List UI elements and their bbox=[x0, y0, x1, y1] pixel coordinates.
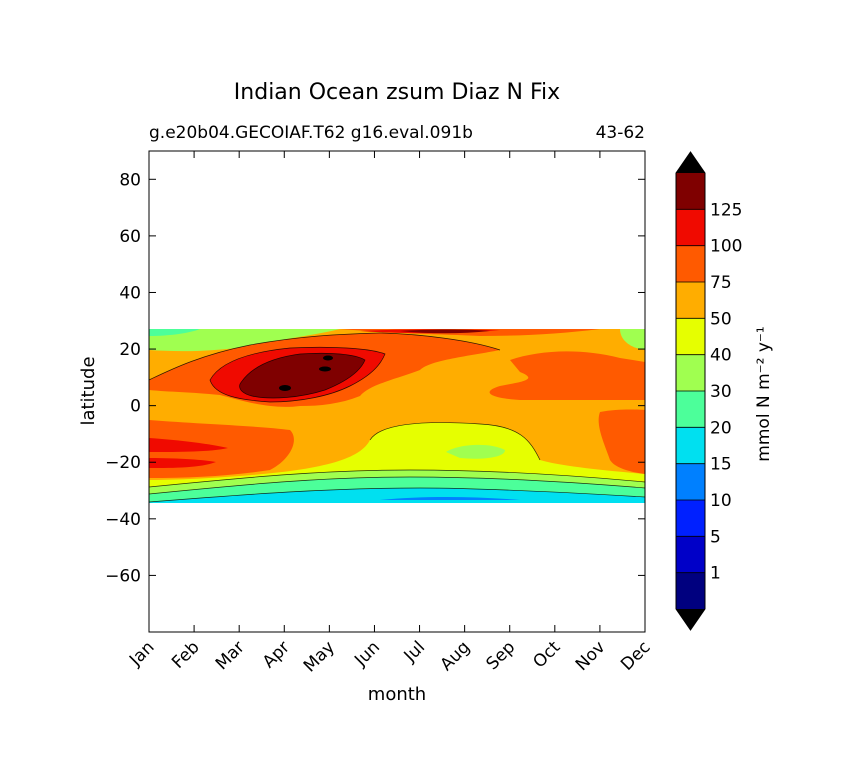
y-tick-label: 80 bbox=[119, 170, 141, 190]
contour-band-10-15 bbox=[380, 497, 520, 500]
y-tick-label: 60 bbox=[119, 227, 141, 247]
y-tick-label: 0 bbox=[130, 397, 141, 417]
colorbar-tick-label: 40 bbox=[710, 346, 732, 366]
x-tick-label: Dec bbox=[617, 637, 654, 674]
contour-band-30-40-patch bbox=[446, 444, 505, 459]
y-tick-label: 20 bbox=[119, 340, 141, 360]
colorbar-segment bbox=[676, 318, 705, 355]
colorbar-segment bbox=[676, 209, 705, 246]
y-tick-label: −60 bbox=[105, 566, 141, 586]
colorbar-segment bbox=[676, 427, 705, 464]
colorbar-tick-label: 50 bbox=[710, 309, 732, 329]
x-axis-label: month bbox=[368, 684, 426, 705]
x-tick-label: Aug bbox=[437, 637, 475, 675]
contour-band-20-30-north bbox=[149, 329, 200, 336]
x-tick-label: Jul bbox=[400, 637, 429, 666]
colorbar-outline bbox=[675, 151, 706, 631]
colorbar-segment bbox=[676, 572, 705, 609]
colorbar-segment bbox=[676, 536, 705, 573]
contour-band-75-100-se bbox=[598, 409, 645, 474]
colorbar-tick-label: 100 bbox=[710, 237, 742, 257]
contour-band-100-125-south bbox=[149, 438, 228, 452]
contour-band-125-plus-top bbox=[400, 329, 490, 334]
plot-area: 80 60 40 20 0 −20 −40 −60 Jan Feb Mar Apr May Jun Jul… bbox=[105, 150, 655, 676]
plot-frame bbox=[148, 150, 646, 633]
colorbar-tick-label: 15 bbox=[710, 455, 732, 475]
chart-subtitle-left: g.e20b04.GECOIAF.T62 g16.eval.091b bbox=[149, 123, 473, 143]
colorbar-under-arrow bbox=[676, 609, 705, 630]
colorbar-segment bbox=[676, 463, 705, 500]
contour-band-40-50 bbox=[149, 422, 645, 487]
contour-field bbox=[149, 329, 645, 503]
colorbar-tick-label: 125 bbox=[710, 200, 742, 220]
contour-over-range-2 bbox=[323, 355, 333, 361]
colorbar-segment bbox=[676, 500, 705, 537]
colorbar-tick-label: 5 bbox=[710, 527, 721, 547]
contour-band-20-30 bbox=[149, 477, 645, 502]
contour-lines bbox=[149, 332, 645, 503]
contour-over-range-1 bbox=[279, 385, 291, 391]
x-tick-label: Apr bbox=[259, 637, 294, 672]
contour-band-30-40-ne bbox=[620, 329, 645, 350]
contour-band-125-plus bbox=[239, 353, 365, 398]
x-tick-label: May bbox=[300, 637, 339, 676]
colorbar-segment bbox=[676, 282, 705, 319]
y-axis-label: latitude bbox=[78, 356, 99, 425]
colorbar-segment bbox=[676, 245, 705, 282]
y-tick-label: 40 bbox=[119, 283, 141, 303]
contour-over-range-3 bbox=[319, 366, 331, 372]
chart-subtitle-right: 43-62 bbox=[596, 123, 645, 143]
contour-band-30-40 bbox=[149, 470, 645, 494]
y-tick-label: −40 bbox=[105, 510, 141, 530]
x-tick-label: Mar bbox=[212, 637, 249, 674]
colorbar-tick-label: 1 bbox=[710, 564, 721, 584]
x-tick-label: Sep bbox=[482, 637, 519, 674]
colorbar-segment bbox=[676, 391, 705, 428]
x-tick-label: Jun bbox=[350, 637, 384, 671]
x-tick-label: Feb bbox=[168, 637, 203, 672]
colorbar-tick-label: 10 bbox=[710, 491, 732, 511]
contour-band-30-40-north bbox=[149, 329, 340, 352]
colorbar-tick-label: 30 bbox=[710, 382, 732, 402]
colorbar-label: mmol N m⁻² y⁻¹ bbox=[754, 326, 774, 461]
x-tick-label: Nov bbox=[572, 637, 610, 675]
colorbar-tick-label: 75 bbox=[710, 273, 732, 293]
colorbar-segment bbox=[676, 173, 705, 210]
x-tick-label: Oct bbox=[529, 637, 564, 672]
contour-band-75-100-east bbox=[489, 351, 645, 400]
chart-title: Indian Ocean zsum Diaz N Fix bbox=[234, 80, 560, 105]
colorbar-segment bbox=[676, 354, 705, 391]
contour-band-100-125-south2 bbox=[149, 458, 216, 468]
colorbar-tick-label: 20 bbox=[710, 418, 732, 438]
y-axis: 80 60 40 20 0 −20 −40 −60 bbox=[105, 170, 645, 586]
contour-band-15-20 bbox=[149, 488, 645, 503]
y-tick-label: −20 bbox=[105, 453, 141, 473]
colorbar-over-arrow bbox=[676, 152, 705, 173]
x-tick-label: Jan bbox=[125, 637, 158, 670]
